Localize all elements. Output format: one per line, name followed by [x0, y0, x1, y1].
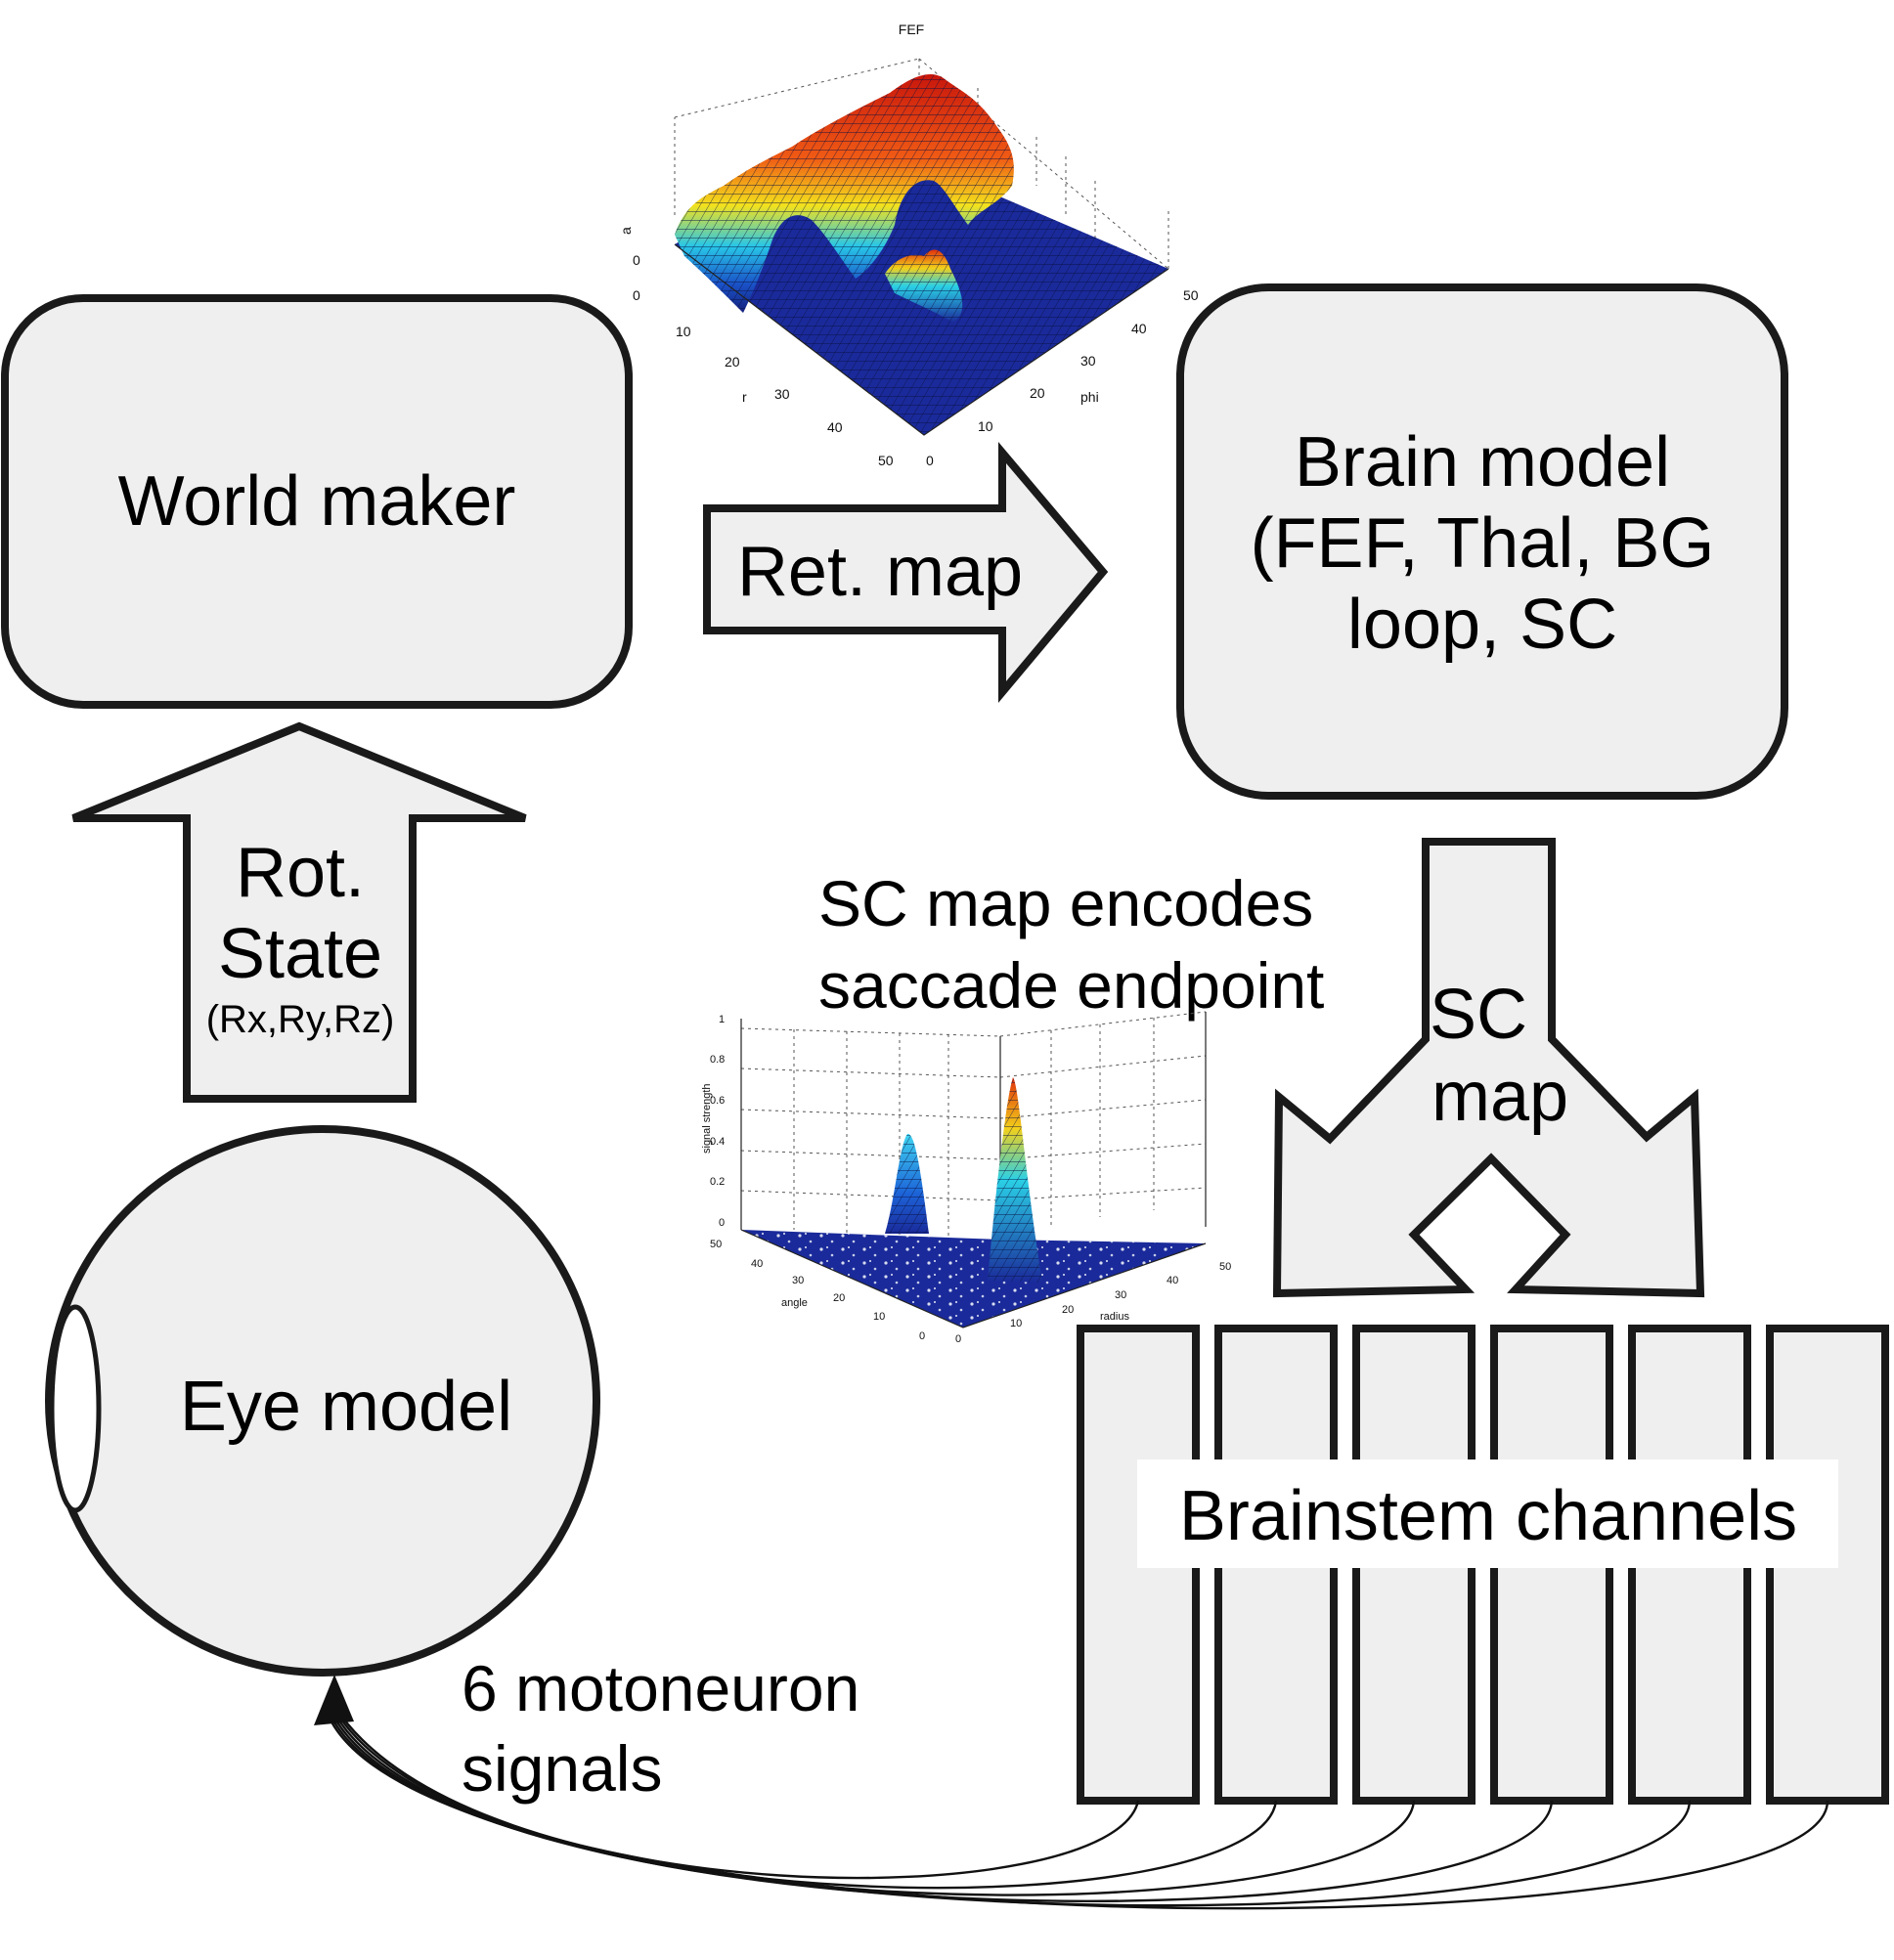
- sc-z-tick: 0.4: [710, 1136, 725, 1148]
- world-maker-node: World maker: [1, 294, 633, 709]
- ret-map-label: Ret. map: [737, 533, 1023, 611]
- sc-angle-tick: 20: [833, 1292, 845, 1304]
- sc-map-label-2: map: [1432, 1058, 1568, 1136]
- sc-z-tick: 0.6: [710, 1095, 725, 1107]
- fef-z-tick: 0: [633, 287, 640, 303]
- sc-radius-tick: 30: [1115, 1289, 1126, 1301]
- eye-model-label: Eye model: [180, 1368, 512, 1446]
- sc-angle-tick: 50: [710, 1239, 722, 1250]
- fef-phi-tick: 0: [926, 453, 934, 468]
- sc-radius-tick: 10: [1010, 1318, 1022, 1329]
- sc-radius-tick: 50: [1219, 1261, 1231, 1273]
- motoneuron-label-2: signals: [462, 1732, 662, 1805]
- fef-phi-label: phi: [1080, 389, 1099, 405]
- sc-grid-left-wall: [740, 1027, 1001, 1201]
- sc-surface-plot: 1 0.8 0.6 0.4 0.2 0 signal strength 50 4…: [701, 1011, 1231, 1345]
- world-maker-label: World maker: [118, 462, 516, 541]
- sc-radius-label: radius: [1100, 1311, 1129, 1323]
- sc-z-tick: 0: [719, 1217, 725, 1229]
- sc-peak-right-mesh: [988, 1077, 1042, 1283]
- sc-z-tick: 0.2: [710, 1176, 725, 1188]
- fef-axes: [674, 243, 1169, 436]
- fef-plot-title: FEF: [899, 22, 924, 37]
- fef-phi-tick: 30: [1080, 353, 1096, 369]
- fef-r-tick: 50: [878, 453, 894, 468]
- sc-map-arrow: SC map: [1272, 838, 1705, 1298]
- motoneuron-wire: [330, 1705, 1278, 1890]
- brainstem-label-background: [1137, 1459, 1838, 1568]
- sc-grid-right-wall: [999, 1011, 1207, 1201]
- sc-encodes-label-2: saccade endpoint: [818, 949, 1324, 1022]
- sc-encodes-label-1: SC map encodes: [818, 867, 1313, 939]
- fef-phi-tick: 50: [1183, 287, 1199, 303]
- sc-floor-axes: [740, 1229, 1207, 1328]
- motoneuron-wire: [323, 1705, 1829, 1910]
- fef-z-tick: 0: [633, 252, 640, 268]
- rot-state-sublabel: (Rx,Ry,Rz): [206, 998, 395, 1041]
- brainstem-label: Brainstem channels: [1179, 1477, 1797, 1555]
- eye-lens: [49, 1304, 102, 1513]
- rot-state-arrow: Rot. State (Rx,Ry,Rz): [71, 721, 527, 1103]
- sc-map-label-1: SC: [1430, 976, 1527, 1054]
- sc-radius-tick: 0: [955, 1333, 961, 1345]
- sc-z-tick: 1: [719, 1014, 725, 1025]
- sc-frame: [740, 1012, 1207, 1240]
- fef-z-label: a: [618, 227, 634, 235]
- motoneuron-wire: [332, 1705, 1140, 1880]
- fef-r-tick: 40: [827, 419, 843, 435]
- sc-z-tick: 0.8: [710, 1054, 725, 1066]
- motoneuron-wires: [314, 1675, 1829, 1910]
- fef-r-label: r: [742, 389, 747, 405]
- fef-r-tick: 30: [774, 386, 790, 402]
- motoneuron-label-1: 6 motoneuron: [462, 1652, 859, 1724]
- brain-model-node: Brain model (FEF, Thal, BG loop, SC: [1176, 283, 1788, 800]
- sc-grid-verticals: [793, 1018, 1155, 1240]
- fef-phi-tick: 20: [1030, 385, 1045, 401]
- eye-model-node: Eye model: [45, 1125, 600, 1677]
- rot-state-label-2: State: [218, 915, 382, 993]
- fef-center-peak-mesh: [885, 249, 963, 323]
- sc-angle-tick: 10: [873, 1311, 885, 1323]
- fef-r-tick: 10: [676, 324, 691, 339]
- brain-model-label-2: (FEF, Thal, BG: [1251, 504, 1715, 583]
- sc-floor-noise: [741, 1230, 1206, 1328]
- sc-angle-tick: 40: [751, 1258, 763, 1270]
- brainstem-channels: Brainstem channels: [1077, 1325, 1889, 1805]
- brain-model-label-1: Brain model: [1295, 423, 1670, 501]
- motoneuron-arrowhead: [314, 1675, 354, 1725]
- sc-angle-label: angle: [781, 1297, 808, 1309]
- sc-angle-tick: 30: [792, 1275, 804, 1286]
- ret-map-arrow: Ret. map: [703, 442, 1109, 704]
- sc-angle-tick: 0: [919, 1330, 925, 1342]
- fef-ridge-mesh: [675, 73, 1014, 313]
- sc-radius-tick: 20: [1062, 1304, 1074, 1316]
- fef-phi-tick: 40: [1131, 321, 1147, 336]
- fef-phi-tick: 10: [978, 418, 993, 434]
- fef-surface-plot: FEF a 0 0 10 20 30 40 50 r 0 10 20 30 40…: [618, 22, 1199, 468]
- sc-z-label: signal strength: [701, 1083, 713, 1154]
- brain-model-label-3: loop, SC: [1347, 586, 1617, 664]
- rot-state-label-1: Rot.: [236, 834, 365, 912]
- sc-radius-tick: 40: [1167, 1275, 1178, 1286]
- motoneuron-wire: [329, 1705, 1416, 1896]
- fef-grid: [674, 58, 1169, 270]
- sc-peak-left-mesh: [885, 1133, 929, 1234]
- fef-r-tick: 20: [725, 354, 740, 370]
